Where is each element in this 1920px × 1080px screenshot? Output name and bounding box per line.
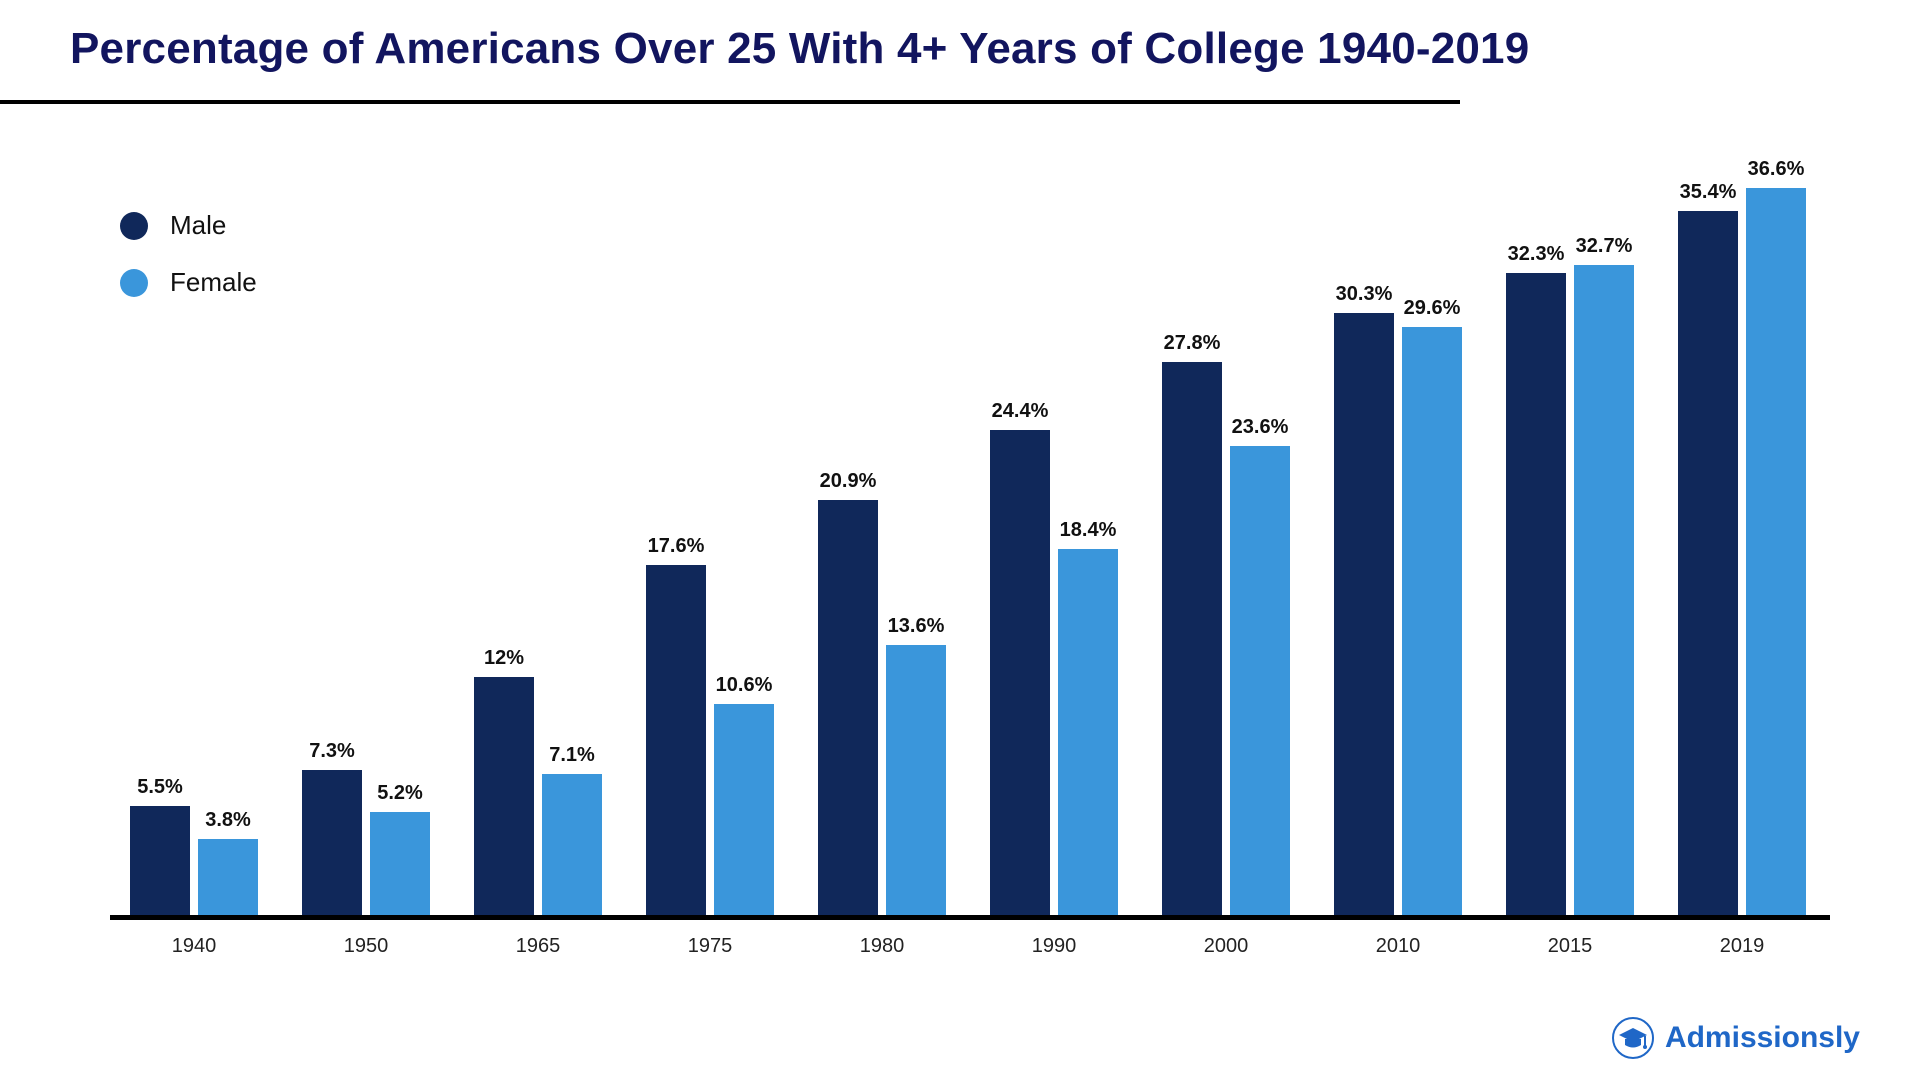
bar [714, 704, 774, 915]
bar [1058, 549, 1118, 915]
bar-female: 32.7% [1574, 265, 1634, 915]
bar-value-label: 20.9% [788, 470, 908, 493]
bar-value-label: 3.8% [168, 809, 288, 832]
bar-male: 35.4% [1678, 211, 1738, 915]
bar [1574, 265, 1634, 915]
bar-male: 30.3% [1334, 313, 1394, 915]
bar-group: 17.6%10.6% [646, 565, 774, 915]
bar-value-label: 5.5% [100, 776, 220, 799]
bar-female: 10.6% [714, 704, 774, 915]
bar-value-label: 13.6% [856, 615, 976, 638]
bar [1230, 446, 1290, 915]
bar-female: 3.8% [198, 839, 258, 915]
bar-group: 12%7.1% [474, 677, 602, 916]
bar [1334, 313, 1394, 915]
x-axis-label: 2015 [1548, 935, 1593, 958]
graduation-cap-icon [1611, 1016, 1655, 1060]
x-axis-label: 1975 [688, 935, 733, 958]
x-axis-baseline [110, 915, 1830, 920]
x-axis-label: 2010 [1376, 935, 1421, 958]
bar-female: 5.2% [370, 812, 430, 915]
bar-value-label: 32.7% [1544, 235, 1664, 258]
bar-female: 23.6% [1230, 446, 1290, 915]
bar-value-label: 36.6% [1716, 158, 1836, 181]
bar-male: 12% [474, 677, 534, 916]
bar-value-label: 23.6% [1200, 416, 1320, 439]
x-axis-label: 1940 [172, 935, 217, 958]
x-axis-label: 2000 [1204, 935, 1249, 958]
brand: Admissionsly [1611, 1016, 1860, 1060]
bar-group: 32.3%32.7% [1506, 265, 1634, 915]
bar [886, 645, 946, 915]
bar [1402, 327, 1462, 915]
brand-name: Admissionsly [1665, 1021, 1860, 1055]
bar-group: 30.3%29.6% [1334, 313, 1462, 915]
bar-group: 24.4%18.4% [990, 430, 1118, 915]
bar-value-label: 24.4% [960, 400, 1080, 423]
bar-value-label: 12% [444, 647, 564, 670]
bar [1678, 211, 1738, 915]
bar-female: 18.4% [1058, 549, 1118, 915]
bar-female: 36.6% [1746, 188, 1806, 915]
bar [474, 677, 534, 916]
bar-female: 13.6% [886, 645, 946, 915]
bar-group: 7.3%5.2% [302, 770, 430, 915]
bar-male: 27.8% [1162, 362, 1222, 915]
bar-group: 20.9%13.6% [818, 500, 946, 915]
x-axis-label: 1950 [344, 935, 389, 958]
bar [646, 565, 706, 915]
bar-value-label: 7.3% [272, 740, 392, 763]
bar-male: 32.3% [1506, 273, 1566, 915]
bar [198, 839, 258, 915]
bar-value-label: 27.8% [1132, 332, 1252, 355]
bar-male: 17.6% [646, 565, 706, 915]
page-title: Percentage of Americans Over 25 With 4+ … [70, 24, 1529, 74]
bar-male: 20.9% [818, 500, 878, 915]
bar [1746, 188, 1806, 915]
bar-value-label: 7.1% [512, 744, 632, 767]
bar-value-label: 18.4% [1028, 519, 1148, 542]
bar-group: 5.5%3.8% [130, 806, 258, 915]
bar-value-label: 5.2% [340, 782, 460, 805]
bar-female: 7.1% [542, 774, 602, 915]
bar [818, 500, 878, 915]
bar [542, 774, 602, 915]
x-axis-label: 2019 [1720, 935, 1765, 958]
bar-male: 24.4% [990, 430, 1050, 915]
bar-group: 35.4%36.6% [1678, 188, 1806, 915]
bar [370, 812, 430, 915]
page: Percentage of Americans Over 25 With 4+ … [0, 0, 1920, 1080]
bar-female: 29.6% [1402, 327, 1462, 915]
x-axis-label: 1965 [516, 935, 561, 958]
chart-plot-area: 5.5%3.8%7.3%5.2%12%7.1%17.6%10.6%20.9%13… [110, 120, 1830, 920]
x-axis-label: 1990 [1032, 935, 1077, 958]
bar [1506, 273, 1566, 915]
bar-value-label: 29.6% [1372, 297, 1492, 320]
bar-value-label: 17.6% [616, 535, 736, 558]
bar [1162, 362, 1222, 915]
title-rule [0, 100, 1460, 104]
bar-value-label: 10.6% [684, 674, 804, 697]
bar [990, 430, 1050, 915]
bar-group: 27.8%23.6% [1162, 362, 1290, 915]
x-axis-label: 1980 [860, 935, 905, 958]
